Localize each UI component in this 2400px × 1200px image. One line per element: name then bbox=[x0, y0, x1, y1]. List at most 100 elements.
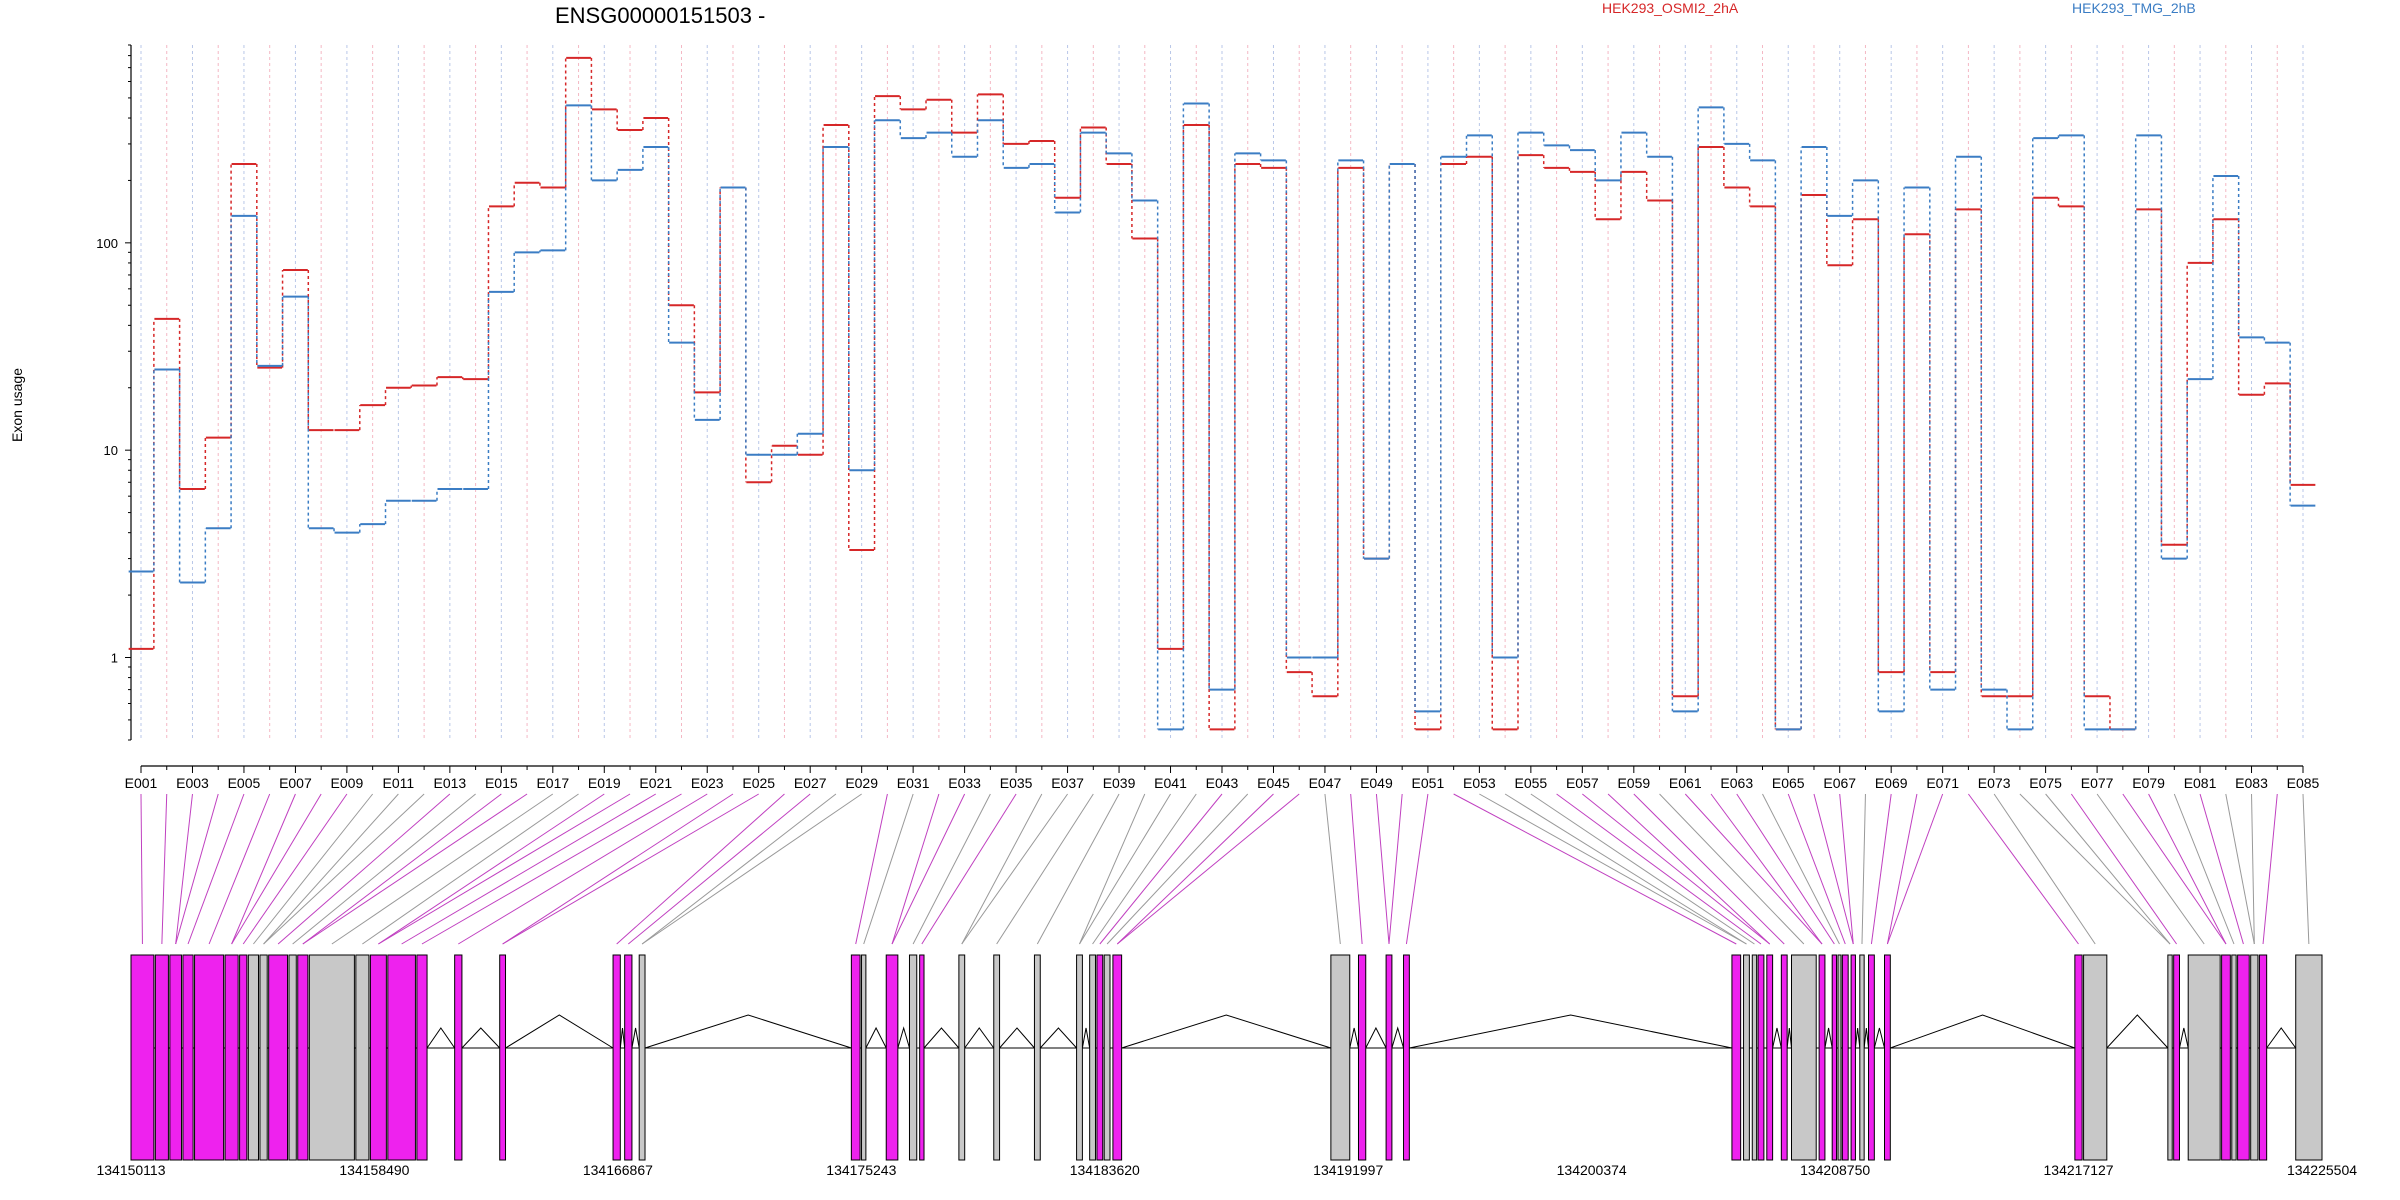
exon-block-significant bbox=[239, 954, 248, 1161]
exon-connector bbox=[961, 793, 1068, 945]
exon-block-significant bbox=[612, 954, 621, 1161]
exon-connector bbox=[961, 793, 1043, 945]
exon-connector bbox=[502, 793, 759, 945]
x-tick-label: E075 bbox=[2029, 775, 2062, 791]
exon-connector bbox=[1116, 793, 1300, 945]
x-tick-label: E053 bbox=[1463, 775, 1496, 791]
exon-connector bbox=[231, 793, 322, 945]
exon-connector bbox=[1079, 793, 1146, 945]
x-tick-label: E081 bbox=[2184, 775, 2217, 791]
exon-block bbox=[861, 954, 867, 1161]
exon-connector bbox=[421, 793, 682, 945]
exon-connector bbox=[362, 793, 579, 945]
gene-model bbox=[130, 954, 2323, 1161]
chart-title: ENSG00000151503 - bbox=[555, 3, 765, 28]
exon-connector bbox=[1036, 793, 1120, 945]
intron-chevron bbox=[1121, 1014, 1332, 1049]
exon-connector bbox=[1813, 793, 1854, 945]
exon-connector bbox=[1736, 793, 1835, 945]
exon-connector bbox=[1350, 793, 1363, 945]
exon-block-significant bbox=[297, 954, 309, 1161]
exon-block bbox=[308, 954, 355, 1161]
x-tick-label: E059 bbox=[1617, 775, 1650, 791]
exon-block-significant bbox=[1731, 954, 1742, 1161]
exon-block bbox=[355, 954, 370, 1161]
x-tick-label: E001 bbox=[125, 775, 158, 791]
exon-connector bbox=[2019, 793, 2171, 945]
exon-block-significant bbox=[2173, 954, 2180, 1161]
exon-block-significant bbox=[268, 954, 289, 1161]
exon-connector bbox=[458, 793, 708, 945]
exon-block bbox=[1089, 954, 1096, 1161]
x-tick-label: E073 bbox=[1978, 775, 2011, 791]
exon-block-significant bbox=[1884, 954, 1891, 1161]
exon-connector bbox=[921, 793, 1017, 945]
exon-block-significant bbox=[1096, 954, 1104, 1161]
exon-connector bbox=[1405, 793, 1429, 945]
intron-chevron bbox=[644, 1014, 852, 1049]
intron-chevron bbox=[999, 1027, 1035, 1049]
exon-connector bbox=[1787, 793, 1846, 945]
exon-connector bbox=[302, 793, 502, 945]
exon-block-significant bbox=[624, 954, 633, 1161]
exon-block bbox=[958, 954, 966, 1161]
series-b bbox=[128, 102, 2316, 731]
exon-connector bbox=[1375, 793, 1390, 945]
exon-block-significant bbox=[194, 954, 225, 1161]
y-axis-label: Exon usage bbox=[9, 368, 25, 442]
exon-connector bbox=[208, 793, 271, 945]
exon-connector bbox=[2225, 793, 2255, 945]
x-tick-label: E019 bbox=[588, 775, 621, 791]
exon-connector bbox=[401, 793, 657, 945]
legend-series-a: HEK293_OSMI2_2hA bbox=[1602, 0, 1739, 16]
exon-connector bbox=[1099, 793, 1223, 945]
exon-block-significant bbox=[1868, 954, 1875, 1161]
x-tick-label: E069 bbox=[1875, 775, 1908, 791]
exon-connector bbox=[891, 793, 966, 945]
exon-block-significant bbox=[1757, 954, 1765, 1161]
exon-connector bbox=[891, 793, 940, 945]
exon-block bbox=[2250, 954, 2259, 1161]
x-tick-label: E063 bbox=[1720, 775, 1753, 791]
coordinate-label: 134183620 bbox=[1070, 1162, 1140, 1178]
exon-block-significant bbox=[369, 954, 387, 1161]
coordinate-label: 134158490 bbox=[339, 1162, 409, 1178]
x-tick-label: E035 bbox=[1000, 775, 1033, 791]
x-tick-label: E045 bbox=[1257, 775, 1290, 791]
x-tick-label: E033 bbox=[948, 775, 981, 791]
x-tick-label: E061 bbox=[1669, 775, 1702, 791]
exon-connector bbox=[1504, 793, 1747, 945]
exon-connector bbox=[2262, 793, 2278, 945]
intron-chevron bbox=[1772, 1027, 1782, 1049]
exon-connector bbox=[2251, 793, 2255, 945]
exon-connector bbox=[2122, 793, 2227, 945]
exon-connector bbox=[1870, 793, 1892, 945]
exon-block bbox=[2167, 954, 2173, 1161]
intron-chevron bbox=[631, 1027, 640, 1049]
x-tick-label: E021 bbox=[639, 775, 672, 791]
exon-connector bbox=[912, 793, 991, 945]
intron-chevron bbox=[505, 1014, 614, 1049]
exon-block bbox=[1743, 954, 1750, 1161]
intron-chevron bbox=[619, 1027, 626, 1049]
exon-block-significant bbox=[919, 954, 925, 1161]
exon-block-significant bbox=[885, 954, 899, 1161]
exon-connector bbox=[253, 793, 374, 945]
exon-block bbox=[259, 954, 268, 1161]
x-tick-label: E023 bbox=[691, 775, 724, 791]
x-tick-label: E065 bbox=[1772, 775, 1805, 791]
exon-connector bbox=[1861, 793, 1866, 945]
exon-connector bbox=[242, 793, 348, 945]
intron-chevron bbox=[2266, 1027, 2297, 1049]
exon-block-significant bbox=[416, 954, 428, 1161]
exon-connector bbox=[1684, 793, 1823, 945]
exon-connector bbox=[2070, 793, 2177, 945]
exon-block bbox=[1103, 954, 1111, 1161]
exon-connector bbox=[302, 793, 528, 945]
x-tick-label: E017 bbox=[536, 775, 569, 791]
exon-block bbox=[288, 954, 297, 1161]
exon-block bbox=[1837, 954, 1842, 1161]
x-tick-label: E071 bbox=[1926, 775, 1959, 791]
exon-connector bbox=[641, 793, 862, 945]
exon-block bbox=[2295, 954, 2323, 1161]
